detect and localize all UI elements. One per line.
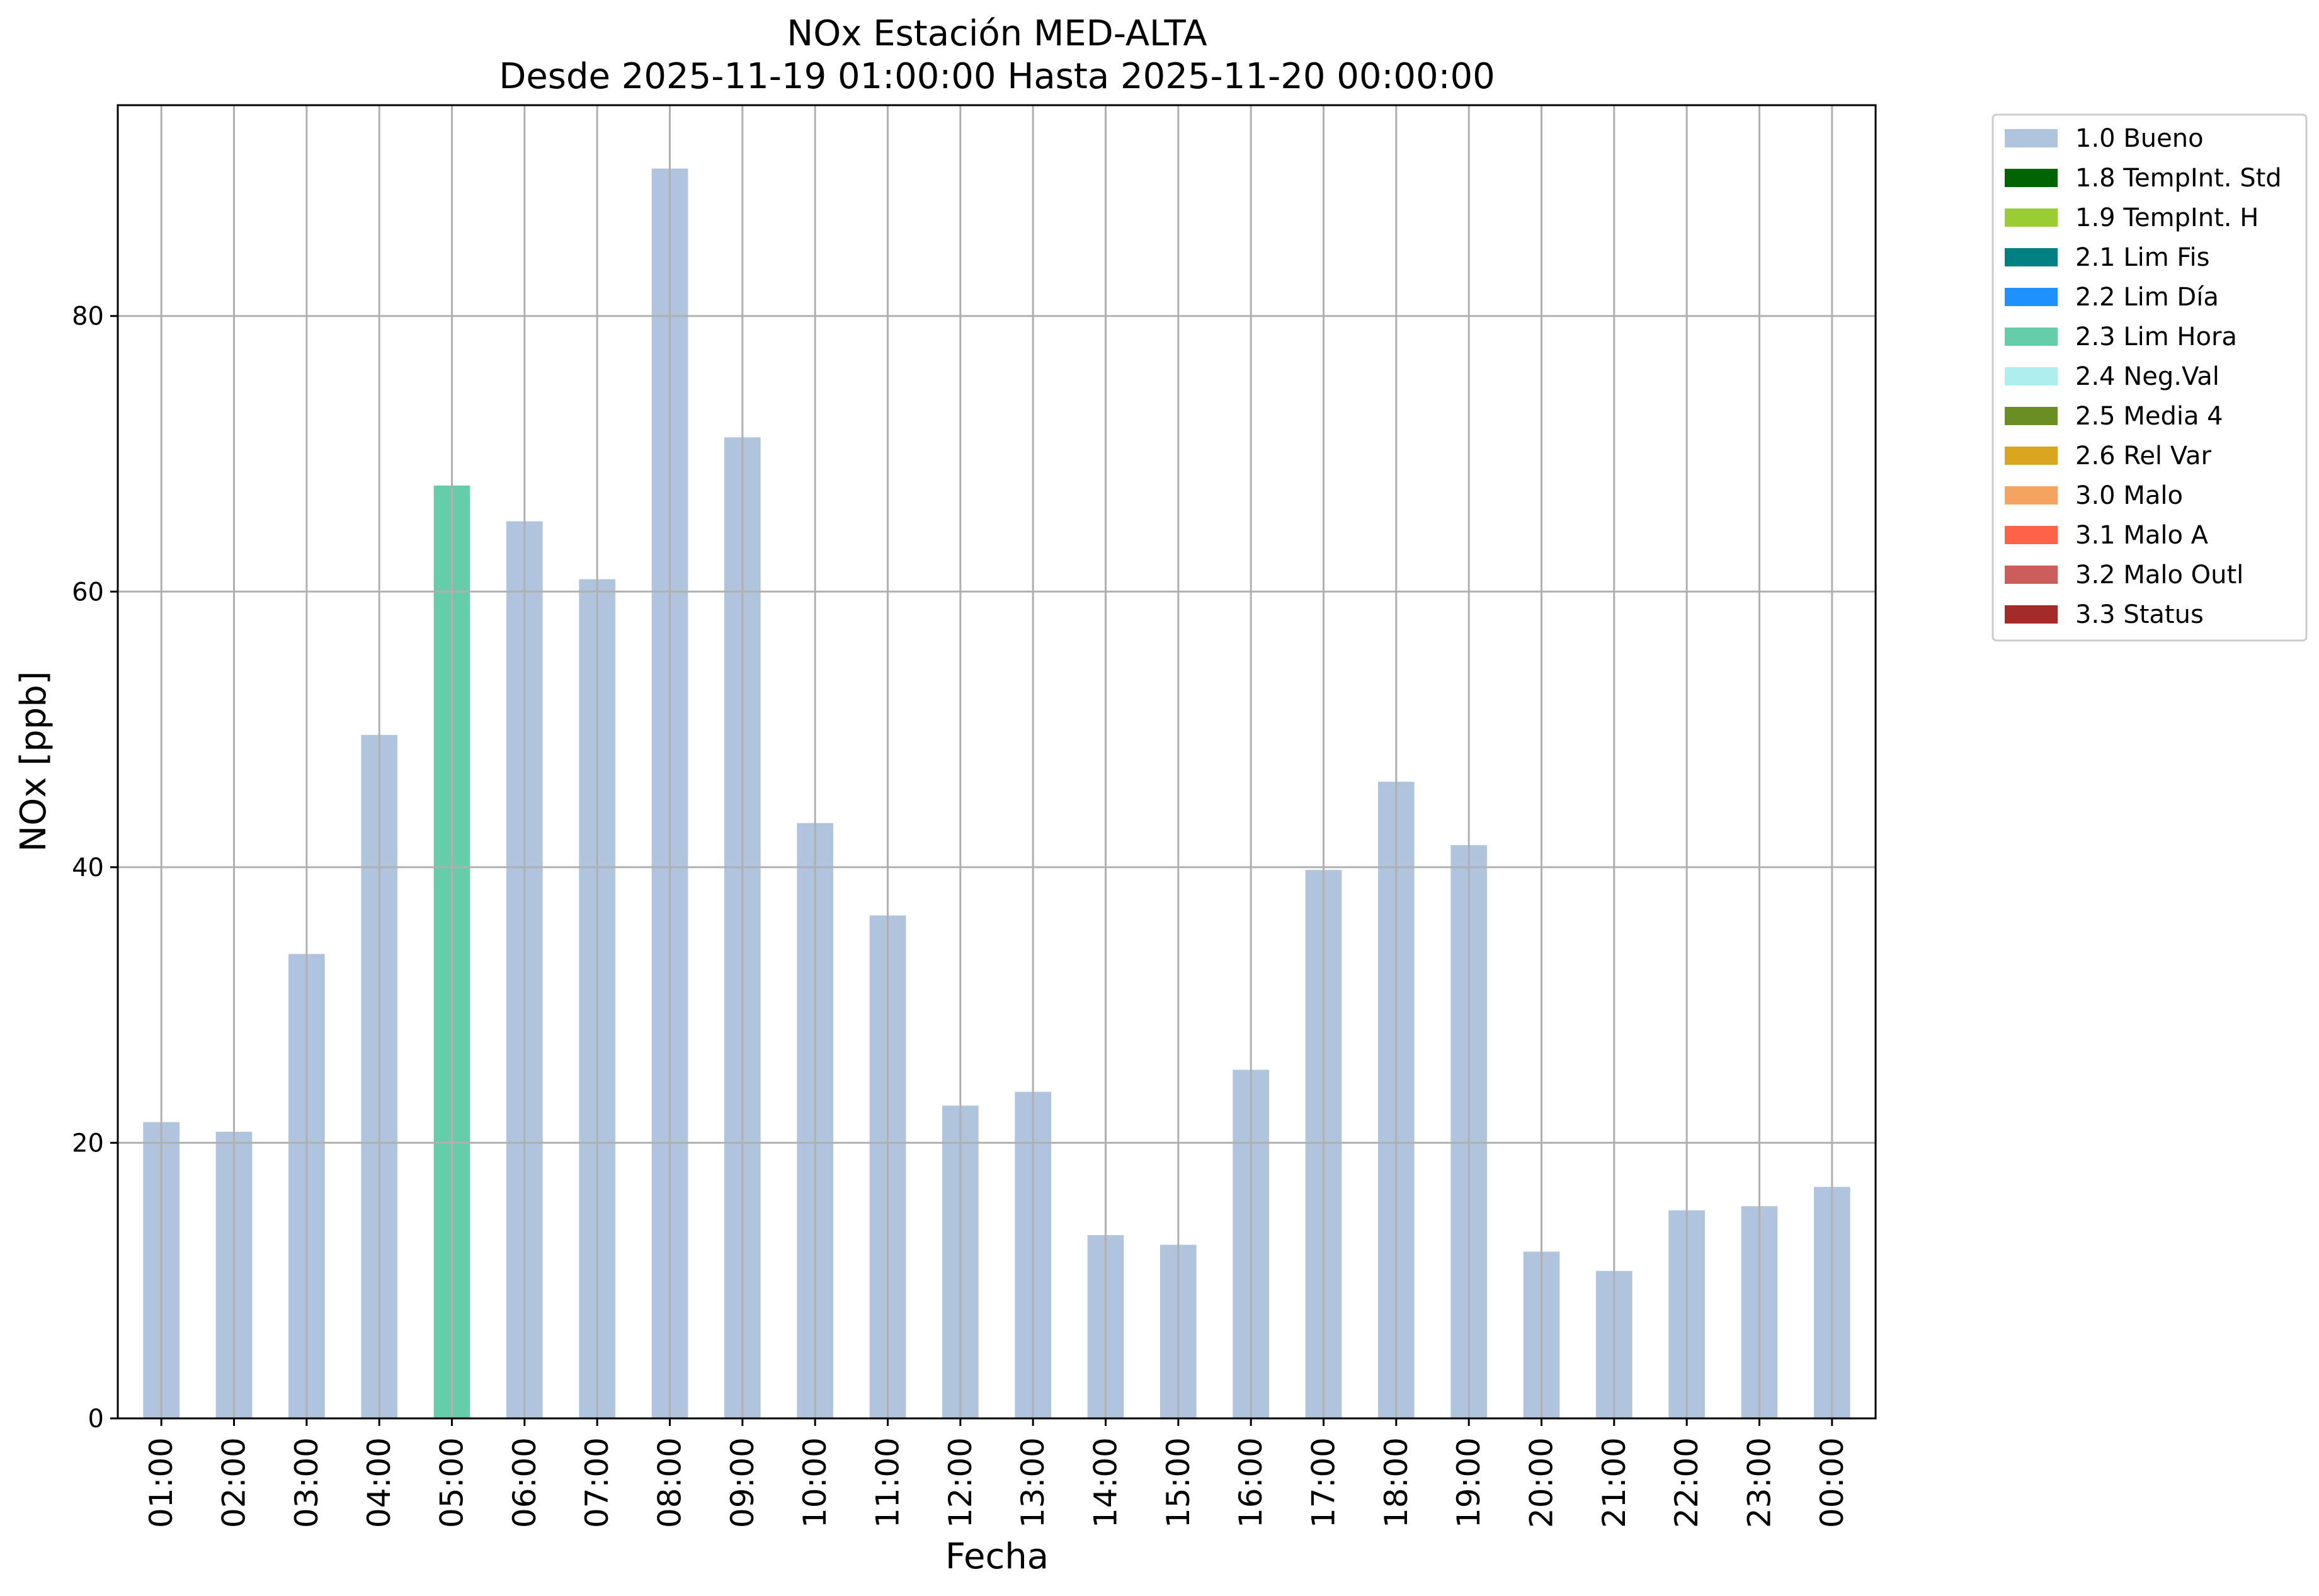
legend-label: 3.3 Status xyxy=(2075,600,2204,629)
y-tick-label: 0 xyxy=(88,1405,104,1434)
y-tick-label: 60 xyxy=(72,578,104,607)
x-tick-label: 22:00 xyxy=(1668,1437,1705,1528)
legend-swatch xyxy=(2005,169,2058,187)
legend-label: 2.3 Lim Hora xyxy=(2075,322,2237,351)
x-tick-label: 18:00 xyxy=(1378,1437,1415,1528)
legend-label: 3.2 Malo Outl xyxy=(2075,561,2243,590)
legend-label: 3.1 Malo A xyxy=(2075,521,2209,550)
legend-frame xyxy=(1991,113,2308,642)
chart-title: NOx Estación MED-ALTA xyxy=(787,13,1207,54)
bars-group xyxy=(143,168,1850,1418)
legend-label: 1.8 TempInt. Std xyxy=(2075,164,2282,193)
legend-swatch xyxy=(2005,605,2058,624)
y-tick-label: 80 xyxy=(72,302,104,331)
legend-swatch xyxy=(2005,129,2058,147)
x-tick-label: 09:00 xyxy=(724,1437,761,1528)
x-tick-label: 15:00 xyxy=(1160,1437,1197,1528)
legend: 1.0 Bueno 1.8 TempInt. Std 1.9 TempInt. H 2… xyxy=(1991,113,2308,642)
x-tick-label: 23:00 xyxy=(1741,1437,1777,1528)
x-axis-ticks: 01:00 02:00 03:00 04:00 05:00 06:00 07:00 08:00… xyxy=(143,1418,1850,1528)
x-tick-label: 08:00 xyxy=(652,1437,688,1528)
x-tick-label: 02:00 xyxy=(216,1437,253,1528)
x-tick-label: 10:00 xyxy=(797,1437,833,1528)
x-tick-label: 12:00 xyxy=(942,1437,979,1528)
x-tick-label: 04:00 xyxy=(361,1437,397,1528)
x-tick-label: 00:00 xyxy=(1814,1437,1850,1528)
legend-swatch xyxy=(2005,566,2058,584)
legend-swatch xyxy=(2005,526,2058,544)
x-tick-label: 17:00 xyxy=(1305,1437,1342,1528)
x-tick-label: 19:00 xyxy=(1450,1437,1487,1528)
x-tick-label: 11:00 xyxy=(870,1437,906,1528)
legend-swatch xyxy=(2005,367,2058,385)
legend-label: 2.4 Neg.Val xyxy=(2075,362,2219,391)
legend-swatch xyxy=(2005,407,2058,425)
x-tick-label: 14:00 xyxy=(1087,1437,1124,1528)
grid-lines xyxy=(118,105,1876,1420)
y-axis-label: NOx [ppb] xyxy=(13,671,54,852)
legend-label: 1.0 Bueno xyxy=(2075,124,2204,153)
legend-swatch xyxy=(2005,208,2058,227)
legend-label: 2.6 Rel Var xyxy=(2075,442,2212,470)
y-tick-label: 40 xyxy=(72,853,104,882)
legend-label: 2.1 Lim Fis xyxy=(2075,243,2209,272)
legend-swatch xyxy=(2005,486,2058,504)
legend-label: 2.2 Lim Día xyxy=(2075,283,2219,312)
x-tick-label: 01:00 xyxy=(143,1437,179,1528)
x-tick-label: 16:00 xyxy=(1233,1437,1269,1528)
x-tick-label: 05:00 xyxy=(434,1437,470,1528)
x-tick-label: 07:00 xyxy=(579,1437,615,1528)
x-tick-label: 06:00 xyxy=(506,1437,543,1528)
legend-label: 3.0 Malo xyxy=(2075,481,2183,510)
y-tick-label: 20 xyxy=(72,1129,104,1158)
x-tick-label: 21:00 xyxy=(1596,1437,1632,1528)
x-tick-label: 20:00 xyxy=(1523,1437,1559,1528)
x-axis-label: Fecha xyxy=(945,1536,1049,1577)
plot-frame xyxy=(117,104,1877,1420)
chart-subtitle: Desde 2025-11-19 01:00:00 Hasta 2025-11-… xyxy=(499,56,1495,97)
legend-label: 2.5 Media 4 xyxy=(2075,402,2223,431)
legend-label: 1.9 TempInt. H xyxy=(2075,203,2259,232)
legend-swatch xyxy=(2005,248,2058,266)
y-axis-ticks: 0 20 40 60 80 xyxy=(72,302,118,1434)
legend-swatch xyxy=(2005,328,2058,346)
x-tick-label: 03:00 xyxy=(288,1437,325,1528)
legend-swatch xyxy=(2005,288,2058,306)
legend-swatch xyxy=(2005,447,2058,465)
x-tick-label: 13:00 xyxy=(1015,1437,1051,1528)
